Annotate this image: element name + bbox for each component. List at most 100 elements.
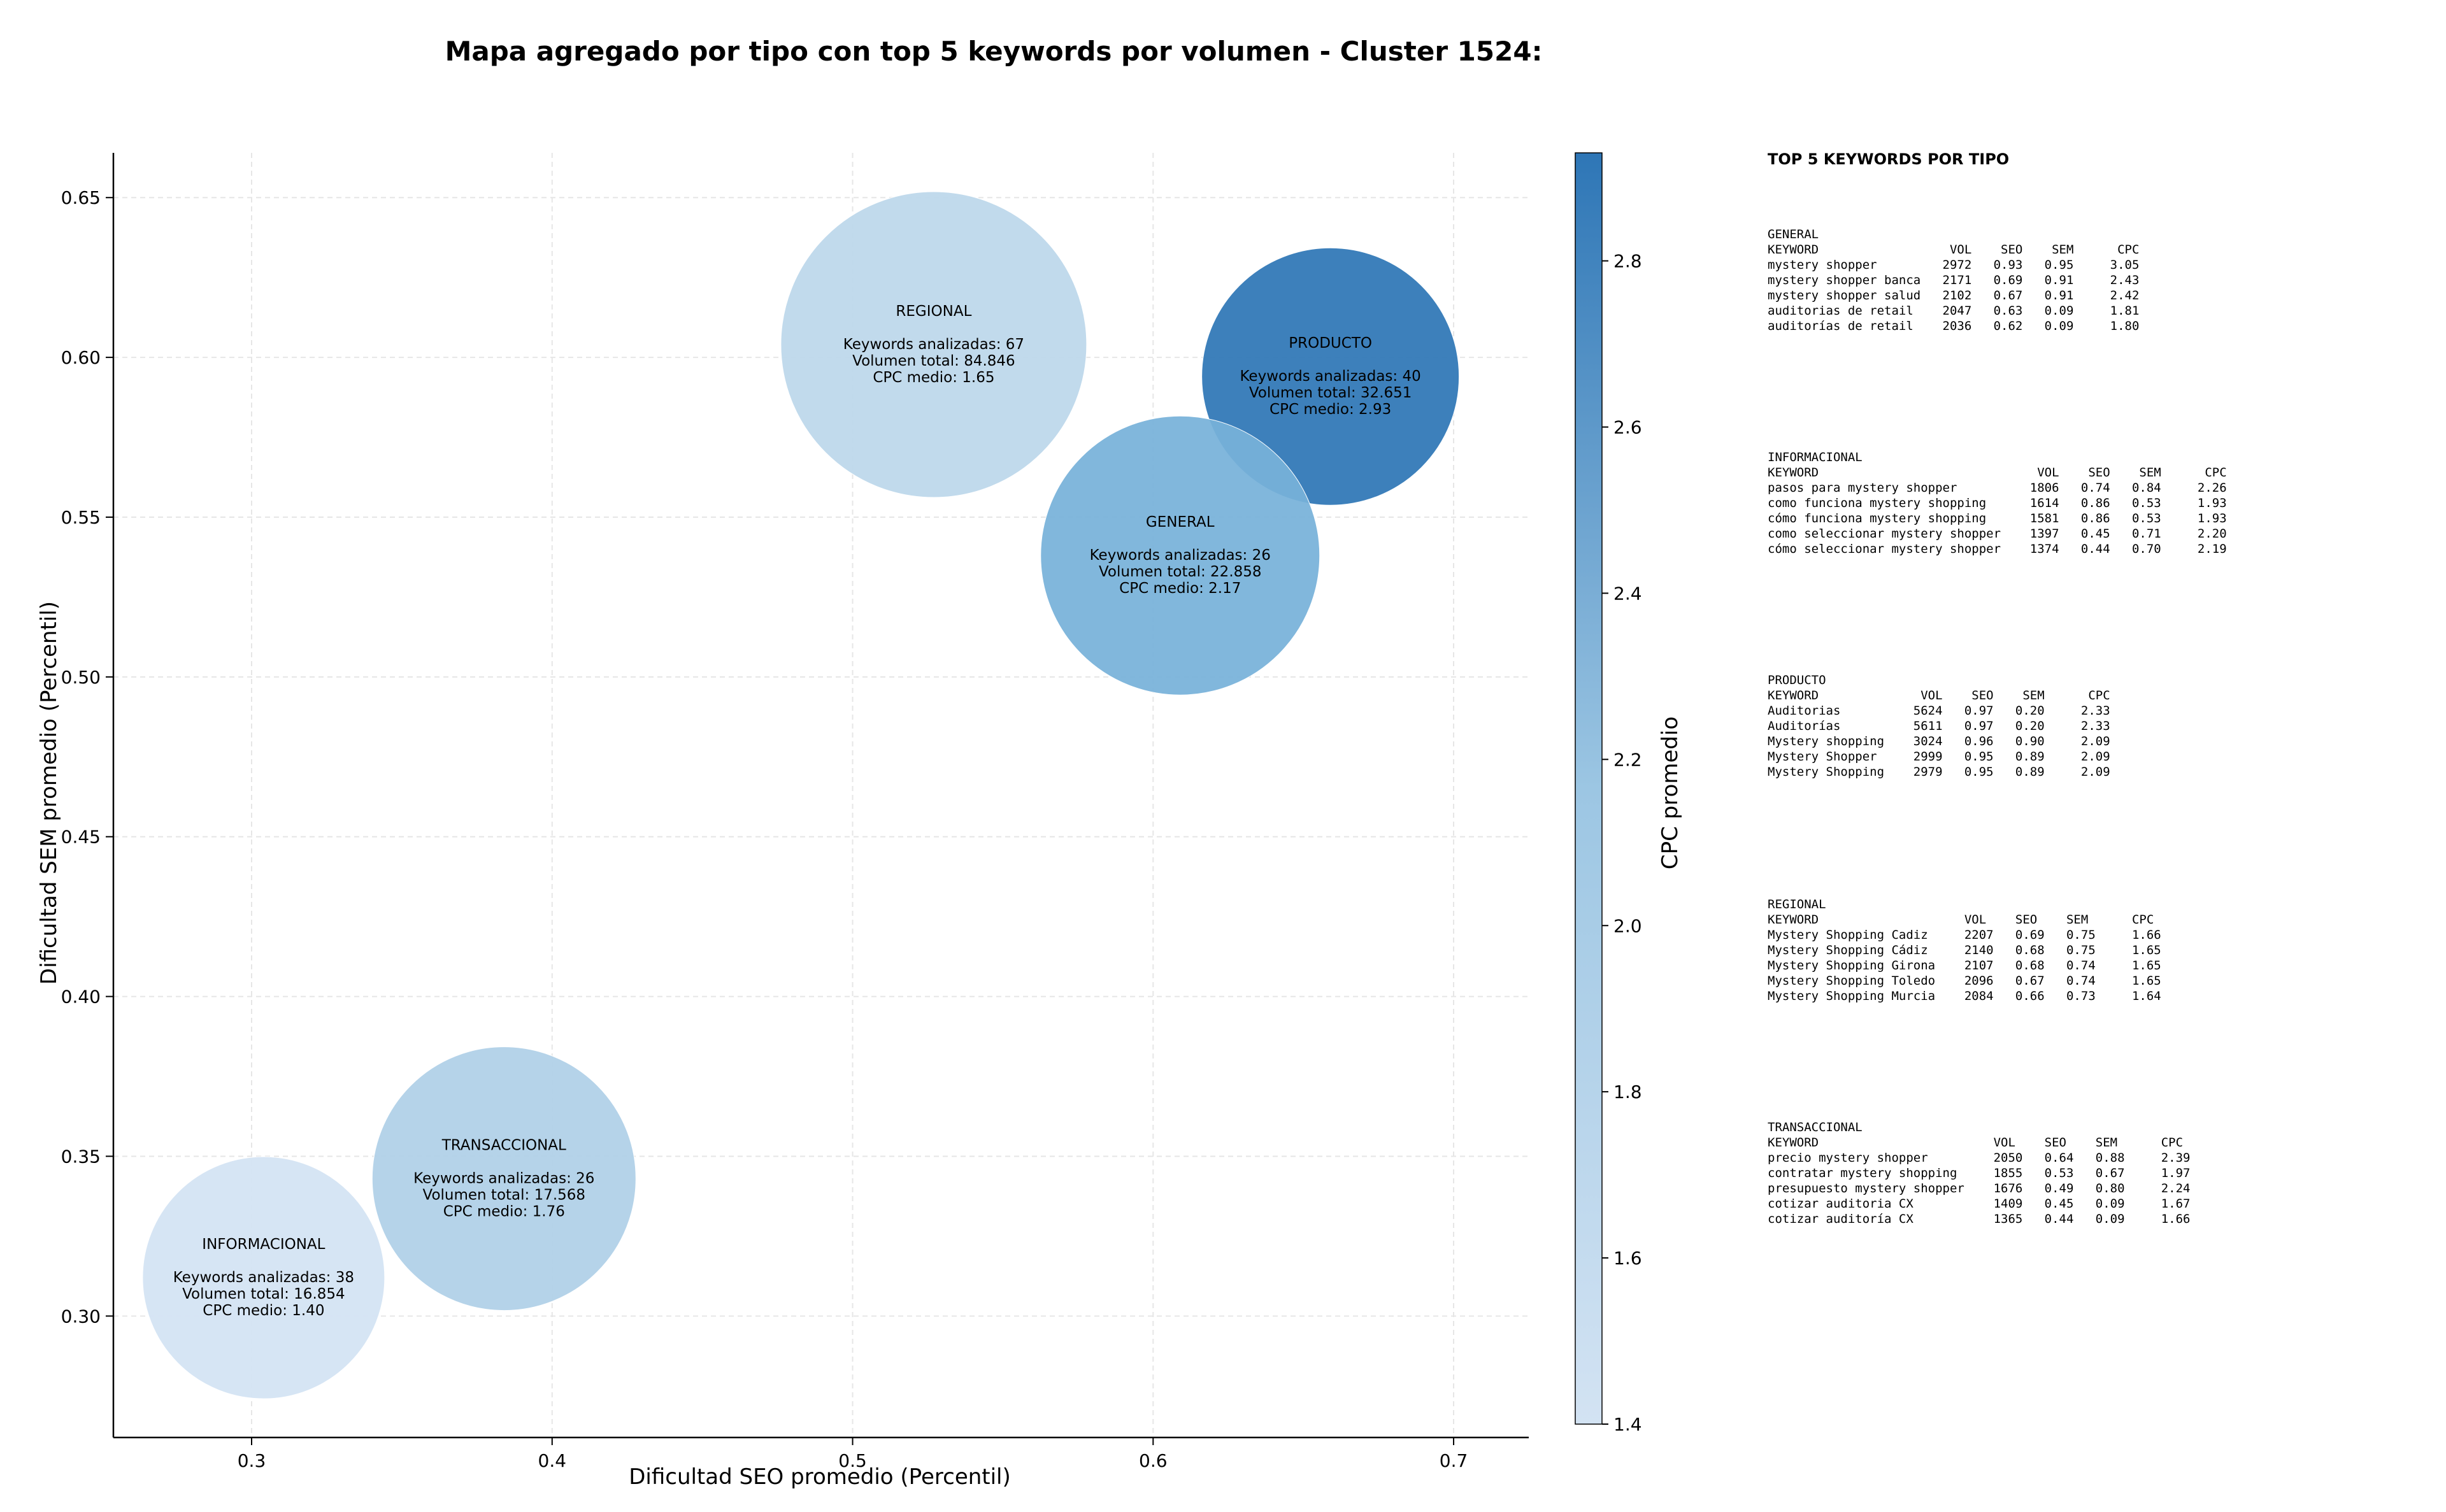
keyword-row: cómo funciona mystery shopping 1581 0.86… <box>1768 511 2227 525</box>
colorbar-label: CPC promedio <box>1657 717 1683 869</box>
keyword-row: como seleccionar mystery shopper 1397 0.… <box>1768 527 2227 541</box>
keyword-row: KEYWORD VOL SEO SEM CPC <box>1768 913 2154 927</box>
colorbar-tick-label: 2.2 <box>1613 749 1642 770</box>
y-axis-label: Dificultad SEM promedio (Percentil) <box>36 601 62 985</box>
keyword-row: INFORMACIONAL <box>1768 450 1863 464</box>
bubble-stat: Keywords analizadas: 38 <box>173 1269 354 1286</box>
bubble-stat: CPC medio: 1.40 <box>203 1302 324 1319</box>
bubble-name: GENERAL <box>1146 514 1215 531</box>
keyword-row: KEYWORD VOL SEO SEM CPC <box>1768 688 2110 703</box>
colorbar: 1.4 1.6 1.8 2.0 2.2 2.4 2.6 2.8 <box>1575 152 1642 1435</box>
bubble-stat: Volumen total: 84.846 <box>852 353 1015 369</box>
x-tick-label: 0.4 <box>538 1450 567 1471</box>
colorbar-tick-label: 2.6 <box>1613 417 1642 438</box>
keyword-row: Mystery shopping 3024 0.96 0.90 2.09 <box>1768 734 2110 748</box>
bubble-stat: Volumen total: 32.651 <box>1249 385 1412 401</box>
colorbar-tick-label: 1.8 <box>1613 1081 1642 1102</box>
bubble-stat: CPC medio: 1.65 <box>873 369 994 386</box>
keyword-row: KEYWORD VOL SEO SEM CPC <box>1768 466 2227 480</box>
y-tick-label: 0.35 <box>61 1146 101 1167</box>
keyword-row: Mystery Shopping Girona 2107 0.68 0.74 1… <box>1768 959 2161 973</box>
bubble-stat: Volumen total: 22.858 <box>1099 564 1262 580</box>
keyword-row: mystery shopper 2972 0.93 0.95 3.05 <box>1768 258 2140 272</box>
y-tick-label: 0.65 <box>61 187 101 208</box>
colorbar-bar <box>1575 152 1603 1425</box>
keyword-row: cotizar auditoria CX 1409 0.45 0.09 1.67 <box>1768 1197 2191 1211</box>
keyword-table: REGIONAL KEYWORD VOL SEO SEM CPC Mystery S… <box>1768 897 2161 1004</box>
keyword-row: GENERAL <box>1768 227 1819 241</box>
keyword-table: PRODUCTO KEYWORD VOL SEO SEM CPC Auditoria… <box>1768 673 2110 780</box>
keyword-row: Mystery Shopping Toledo 2096 0.67 0.74 1… <box>1768 974 2161 988</box>
bubble-stat: Keywords analizadas: 26 <box>1090 547 1271 564</box>
keyword-row: mystery shopper banca 2171 0.69 0.91 2.4… <box>1768 273 2140 287</box>
bubble-label-transaccional: TRANSACCIONAL Keywords analizadas: 26Volu… <box>413 1138 594 1220</box>
bubble-stat: CPC medio: 2.17 <box>1119 580 1241 597</box>
keyword-row: Mystery Shopping Cadiz 2207 0.69 0.75 1.… <box>1768 928 2161 942</box>
bubble-stat: CPC medio: 1.76 <box>443 1204 565 1220</box>
keyword-row: Auditorías 5611 0.97 0.20 2.33 <box>1768 719 2110 733</box>
bubble-producto <box>1201 247 1460 506</box>
keyword-row: auditorías de retail 2036 0.62 0.09 1.80 <box>1768 319 2140 333</box>
colorbar-tick-label: 2.0 <box>1613 915 1642 936</box>
keyword-row: REGIONAL <box>1768 897 1826 911</box>
keyword-row: auditorias de retail 2047 0.63 0.09 1.81 <box>1768 304 2140 318</box>
keyword-row: contratar mystery shopping 1855 0.53 0.6… <box>1768 1166 2191 1180</box>
keyword-row: presupuesto mystery shopper 1676 0.49 0.… <box>1768 1181 2191 1195</box>
x-tick-label: 0.3 <box>238 1450 266 1471</box>
y-tick-label: 0.50 <box>61 667 101 688</box>
keyword-row: precio mystery shopper 2050 0.64 0.88 2.… <box>1768 1151 2191 1165</box>
bubble-regional <box>780 191 1087 498</box>
keyword-row: como funciona mystery shopping 1614 0.86… <box>1768 496 2227 510</box>
keyword-row: cómo seleccionar mystery shopper 1374 0.… <box>1768 542 2227 556</box>
bubble-label-informacional: INFORMACIONAL Keywords analizadas: 38Volu… <box>173 1236 354 1319</box>
keyword-table: GENERAL KEYWORD VOL SEO SEM CPC mystery sh… <box>1768 227 2139 334</box>
bubble-stat: Keywords analizadas: 40 <box>1240 368 1421 385</box>
bubble-name: REGIONAL <box>896 303 971 320</box>
keyword-row: Auditorias 5624 0.97 0.20 2.33 <box>1768 704 2110 718</box>
keyword-table: INFORMACIONAL KEYWORD VOL SEO SEM CPC paso… <box>1768 450 2227 557</box>
y-tick-label: 0.30 <box>61 1306 101 1327</box>
bubble-transaccional <box>371 1046 636 1311</box>
keyword-row: Mystery Shopping Murcia 2084 0.66 0.73 1… <box>1768 989 2161 1003</box>
keyword-row: KEYWORD VOL SEO SEM CPC <box>1768 243 2140 257</box>
keyword-row: KEYWORD VOL SEO SEM CPC <box>1768 1136 2184 1150</box>
keyword-row: mystery shopper salud 2102 0.67 0.91 2.4… <box>1768 289 2140 303</box>
keyword-row: TRANSACCIONAL <box>1768 1120 1863 1134</box>
colorbar-tick-label: 2.4 <box>1613 583 1642 604</box>
bubble-stat: Keywords analizadas: 26 <box>413 1171 594 1187</box>
panel-title: TOP 5 KEYWORDS POR TIPO <box>1768 150 2010 168</box>
x-tick-label: 0.6 <box>1139 1450 1168 1471</box>
bubble-stat: Volumen total: 16.854 <box>182 1286 345 1302</box>
chart-title: Mapa agregado por tipo con top 5 keyword… <box>445 36 1543 67</box>
x-tick-label: 0.5 <box>838 1450 867 1471</box>
bubble-stat: Volumen total: 17.568 <box>423 1187 586 1204</box>
bubble-general <box>1040 415 1320 695</box>
keyword-row: cotizar auditoría CX 1365 0.44 0.09 1.66 <box>1768 1212 2191 1226</box>
bubble-name: TRANSACCIONAL <box>441 1138 566 1154</box>
colorbar-tick-label: 1.6 <box>1613 1248 1642 1269</box>
bubble-stat: CPC medio: 2.93 <box>1269 401 1391 418</box>
x-axis-label: Dificultad SEO promedio (Percentil) <box>629 1464 1011 1490</box>
keyword-table: TRANSACCIONAL KEYWORD VOL SEO SEM CPC prec… <box>1768 1120 2190 1227</box>
y-tick-label: 0.55 <box>61 507 101 528</box>
top-keywords-panel: TOP 5 KEYWORDS POR TIPO GENERAL KEYWORD V… <box>1768 150 2405 1226</box>
keyword-row: pasos para mystery shopper 1806 0.74 0.8… <box>1768 481 2227 495</box>
keyword-row: Mystery Shopping Cádiz 2140 0.68 0.75 1.… <box>1768 943 2161 957</box>
bubble-name: INFORMACIONAL <box>202 1236 325 1253</box>
keyword-row: Mystery Shopping 2979 0.95 0.89 2.09 <box>1768 765 2110 779</box>
bubble-name: PRODUCTO <box>1289 335 1372 352</box>
colorbar-tick-label: 1.4 <box>1613 1414 1642 1435</box>
keyword-row: Mystery Shopper 2999 0.95 0.89 2.09 <box>1768 750 2110 764</box>
y-tick-label: 0.45 <box>61 827 101 848</box>
y-tick-label: 0.60 <box>61 347 101 368</box>
axes: 0.3 0.4 0.5 0.6 0.7 0.30 0.35 0.40 0.45 0.50 0.55 0… <box>61 153 1529 1471</box>
bubble-informacional <box>142 1156 385 1399</box>
keyword-row: PRODUCTO <box>1768 673 1826 687</box>
bubble-stat: Keywords analizadas: 67 <box>843 336 1024 353</box>
x-tick-label: 0.7 <box>1440 1450 1468 1471</box>
